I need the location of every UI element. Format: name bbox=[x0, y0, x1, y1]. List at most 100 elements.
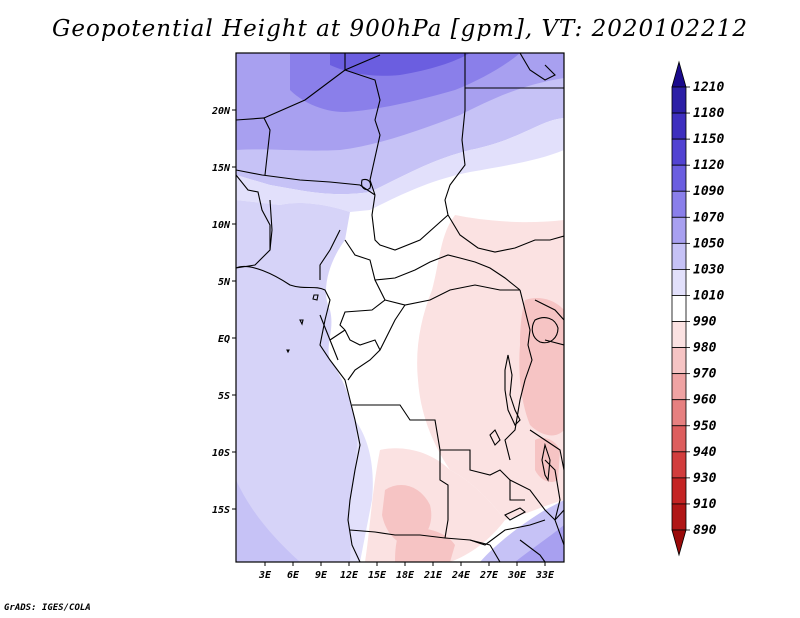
colorbar-segment bbox=[671, 347, 687, 375]
border-mozambique bbox=[544, 459, 564, 546]
border-zambia-malawi bbox=[509, 479, 564, 521]
lat-label-5s: 5S bbox=[218, 391, 230, 402]
field-1050-se bbox=[515, 525, 564, 562]
lon-label-15e: 15E bbox=[368, 570, 387, 581]
lat-label-20n: 20N bbox=[211, 106, 231, 117]
colorbar: 1210 1180 1150 1120 1090 1070 1050 1030 1010 990 9… bbox=[671, 60, 724, 557]
field-970-lakes bbox=[519, 298, 564, 436]
lake-malawi bbox=[541, 442, 551, 482]
colorbar-label: 940 bbox=[693, 445, 717, 460]
colorbar-segment bbox=[671, 295, 687, 322]
border-botswana bbox=[489, 539, 546, 562]
colorbar-label: 930 bbox=[693, 471, 717, 486]
red-sea-coast bbox=[519, 53, 556, 81]
colorbar-segment bbox=[671, 451, 687, 479]
colorbar-label: 1120 bbox=[693, 158, 724, 173]
lat-label-10n: 10N bbox=[212, 220, 231, 231]
field-1010-atlantic bbox=[236, 200, 360, 562]
lake-kariba bbox=[504, 507, 526, 521]
map-frame bbox=[235, 52, 565, 563]
colorbar-segment bbox=[671, 242, 687, 270]
island-bioko bbox=[312, 294, 319, 301]
border-car bbox=[374, 254, 521, 291]
colorbar-segment bbox=[671, 138, 687, 166]
lake-victoria bbox=[531, 317, 559, 344]
field-970-south2 bbox=[395, 528, 455, 562]
colorbar-label: 1010 bbox=[693, 288, 724, 303]
lon-label-27e: 27E bbox=[479, 570, 499, 581]
lat-label-15n: 15N bbox=[212, 163, 231, 174]
coastline bbox=[236, 174, 361, 562]
colorbar-segment bbox=[671, 399, 687, 427]
field-970-east bbox=[535, 438, 560, 482]
colorbar-label: 890 bbox=[693, 523, 717, 538]
colorbar-segment bbox=[671, 86, 687, 114]
border-algeria-niger bbox=[263, 54, 381, 119]
border-zimbabwe bbox=[469, 519, 546, 546]
border-nigeria-cameroon bbox=[269, 199, 341, 280]
lat-label-5n: 5N bbox=[218, 277, 231, 288]
border-chad bbox=[371, 194, 449, 251]
border-east-lakes bbox=[504, 289, 533, 461]
island-sao-tome bbox=[299, 319, 304, 326]
colorbar-label: 1050 bbox=[693, 236, 724, 251]
colorbar-label: 1150 bbox=[693, 132, 724, 147]
lon-label-24e: 24E bbox=[451, 570, 471, 581]
lon-label-3e: 3E bbox=[258, 570, 272, 581]
colorbar-segment bbox=[671, 321, 687, 348]
border-tanzania bbox=[529, 339, 564, 471]
border-libya-sudan bbox=[444, 53, 466, 216]
field-1010-sahel bbox=[236, 118, 564, 212]
border-angola-zambia bbox=[439, 450, 449, 539]
chart-title: Geopotential Height at 900hPa [gpm], VT:… bbox=[52, 16, 748, 42]
lat-ticks bbox=[232, 109, 236, 510]
border-sudan-ssudan bbox=[447, 214, 564, 253]
colorbar-bottom-triangle bbox=[671, 529, 687, 557]
border-uganda-kenya bbox=[534, 299, 564, 321]
colorbar-top-triangle bbox=[671, 60, 687, 88]
height-field bbox=[236, 53, 564, 562]
colorbar-label: 1070 bbox=[693, 210, 724, 225]
field-1090 bbox=[330, 53, 470, 76]
border-libya bbox=[344, 53, 381, 196]
lon-label-6e: 6E bbox=[287, 570, 300, 581]
colorbar-segment bbox=[671, 190, 687, 218]
colorbar-segment bbox=[671, 112, 687, 140]
colorbar-label: 990 bbox=[693, 315, 717, 330]
lon-label-18e: 18E bbox=[396, 570, 415, 581]
colorbar-label: 910 bbox=[693, 497, 717, 512]
border-mali bbox=[236, 117, 271, 176]
border-congo bbox=[344, 304, 406, 381]
border-drc-angola bbox=[352, 404, 525, 501]
colorbar-segment bbox=[671, 269, 687, 296]
lon-label-30e: 30E bbox=[507, 570, 527, 581]
lake-tanganyika bbox=[504, 354, 521, 426]
colorbar-label: 1090 bbox=[693, 184, 724, 199]
lon-label-33e: 33E bbox=[535, 570, 555, 581]
lat-labels: 20N 15N 10N 5N EQ 5S 10S 15S bbox=[211, 106, 231, 516]
colorbar-segment bbox=[671, 425, 687, 453]
lat-label-eq: EQ bbox=[218, 334, 230, 345]
lat-label-10s: 10S bbox=[212, 448, 230, 459]
colorbar-label: 1210 bbox=[693, 80, 724, 95]
colorbar-label: 950 bbox=[693, 419, 717, 434]
lon-label-12e: 12E bbox=[340, 570, 359, 581]
colorbar-label: 980 bbox=[693, 341, 717, 356]
grads-credit: GrADS: IGES/COLA bbox=[4, 603, 91, 613]
island-annobon bbox=[286, 349, 290, 354]
lon-labels: 3E 6E 9E 12E 15E 18E 21E 24E 27E 30E 33E bbox=[258, 570, 555, 581]
lon-ticks bbox=[264, 562, 546, 566]
field-1030-sw bbox=[236, 480, 300, 562]
lon-label-21e: 21E bbox=[423, 570, 443, 581]
colorbar-segment bbox=[671, 216, 687, 244]
lat-label-15s: 15S bbox=[212, 505, 230, 516]
colorbar-segment bbox=[671, 503, 687, 531]
lake-mweru bbox=[489, 429, 501, 446]
field-980-central bbox=[417, 215, 564, 520]
colorbar-label: 970 bbox=[693, 367, 717, 382]
colorbar-label: 960 bbox=[693, 393, 717, 408]
colorbar-label: 1030 bbox=[693, 262, 724, 277]
lon-label-9e: 9E bbox=[315, 570, 328, 581]
colorbar-segment bbox=[671, 164, 687, 192]
